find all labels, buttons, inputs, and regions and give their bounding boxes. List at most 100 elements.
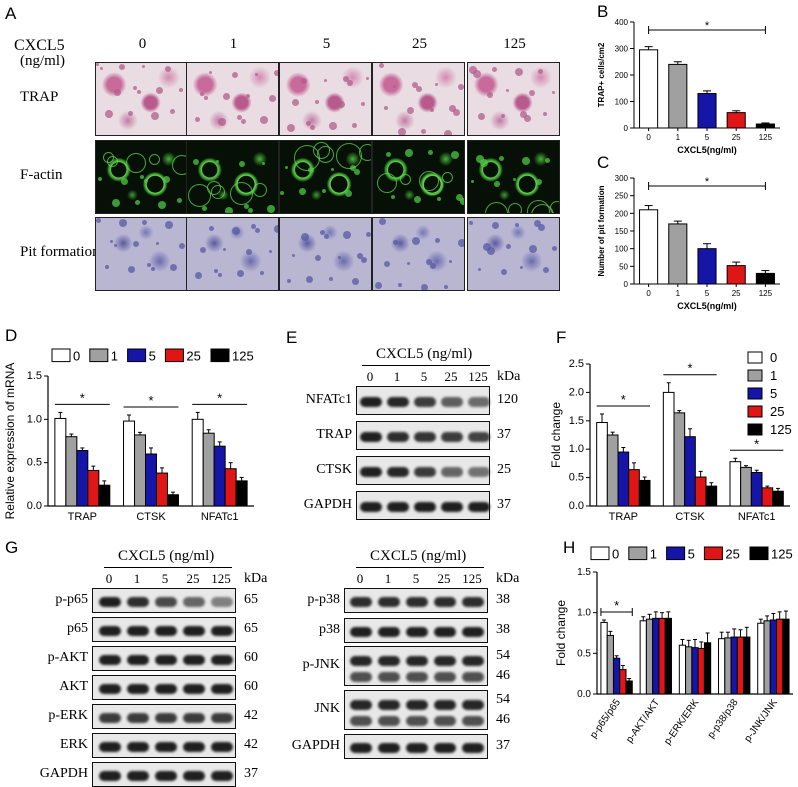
cell-speck: [165, 66, 171, 72]
cell-speck: [119, 219, 127, 227]
bar-25: [726, 112, 746, 129]
band: [387, 466, 409, 477]
x-tick-label: 5: [705, 133, 710, 142]
cell-speck: [366, 232, 371, 237]
bar-TRAP-0: [54, 417, 67, 507]
dose-value-1: 1: [229, 36, 238, 52]
band: [405, 626, 429, 637]
band: [405, 715, 429, 726]
cell-speck: [144, 179, 148, 183]
band: [461, 671, 485, 682]
cell-speck: [375, 282, 382, 289]
y-tick-label: 150: [615, 227, 629, 236]
cell-speck: [357, 253, 363, 259]
cell-speck: [506, 89, 509, 92]
kda-value: 46: [496, 668, 510, 683]
kda-value: 38: [496, 591, 510, 607]
cell-speck: [269, 250, 272, 253]
x-tick-label: 0: [646, 289, 651, 298]
x-tick-label: NFATc1: [738, 511, 776, 523]
bar-NFATc1-5: [750, 471, 763, 507]
cell-speck: [156, 87, 163, 94]
cell-speck: [520, 111, 527, 118]
band: [387, 431, 409, 442]
bar-NFATc1-25: [761, 487, 774, 507]
panel-label-c: C: [597, 153, 610, 172]
cell-speck: [158, 201, 166, 209]
band: [349, 596, 373, 607]
cell-speck: [361, 102, 365, 106]
y-tick-label: 0.5: [27, 457, 42, 469]
cell-speck: [320, 230, 325, 235]
kda-header: kDa: [496, 571, 520, 586]
bar-p-p38/p38-1: [724, 637, 732, 695]
cell-speck: [520, 266, 523, 269]
cell-speck: [384, 261, 390, 267]
lane-label-2: 5: [412, 571, 420, 586]
band: [461, 699, 485, 710]
micrograph-pit-1: [186, 217, 279, 291]
cell-speck: [105, 265, 109, 269]
x-axis-label: CXCL5(ng/ml): [677, 301, 737, 311]
panel-label-e: E: [286, 328, 298, 347]
blot-erk: [92, 733, 236, 758]
y-tick-label: 0.0: [577, 689, 591, 700]
micrograph-trap-2: [279, 62, 372, 136]
legend-label-0: 0: [612, 547, 619, 562]
cell-speck: [345, 190, 352, 197]
cell-speck: [177, 198, 182, 203]
dose-value-4: 125: [503, 36, 526, 52]
bar-TRAP-5: [76, 450, 89, 507]
cell-speck: [543, 267, 549, 273]
cell-speck: [147, 263, 151, 267]
bar-CTSK-1: [673, 412, 686, 507]
x-axis-label: CXCL5(ng/ml): [677, 145, 737, 155]
cell-speck: [522, 157, 530, 165]
bar-p-p38/p38-25: [736, 636, 745, 695]
band: [154, 683, 178, 694]
cell-speck: [552, 246, 557, 251]
row-label-0: TRAP: [20, 89, 59, 105]
band: [387, 501, 409, 512]
legend-label-5: 5: [770, 386, 777, 401]
lane-label-0: 0: [105, 571, 113, 586]
x-tick-label: 25: [732, 289, 741, 298]
cell-speck: [315, 255, 321, 261]
band: [126, 625, 150, 636]
sig-star: *: [217, 390, 222, 405]
cell-speck: [437, 197, 441, 201]
cell-speck: [239, 161, 245, 167]
bar-p-p65/p65-1: [606, 634, 614, 695]
cell-speck: [478, 268, 481, 271]
sig-star: *: [705, 176, 710, 188]
band: [461, 742, 485, 753]
lane-label-2: 5: [420, 369, 428, 384]
dose-unit: (ng/ml): [20, 53, 65, 69]
cell-speck: [430, 263, 436, 269]
band: [377, 671, 401, 682]
x-tick-label: p-AKT/AKT: [624, 697, 662, 745]
cell-speck: [140, 175, 144, 179]
bar-5: [697, 93, 717, 129]
cell-speck: [361, 257, 367, 263]
y-tick-label: 100: [615, 98, 629, 107]
bar-125: [755, 272, 775, 285]
legend-swatch-125: [210, 348, 230, 363]
cell-speck: [248, 208, 253, 213]
cell-speck: [267, 205, 275, 213]
band: [360, 431, 382, 442]
bar-p-ERK/ERK-125: [703, 642, 712, 695]
x-tick-label: CTSK: [136, 511, 166, 523]
band: [433, 655, 457, 666]
lane-label-2: 5: [161, 571, 169, 586]
cell-speck: [449, 260, 452, 263]
cell-speck: [214, 269, 218, 273]
band: [98, 625, 122, 636]
cell-speck: [338, 101, 345, 108]
cell-speck: [416, 86, 422, 92]
band: [182, 683, 206, 694]
y-tick-label: 200: [615, 209, 629, 218]
dose-value-2: 5: [322, 36, 331, 52]
cell-speck: [211, 185, 225, 199]
cell-speck: [128, 111, 133, 116]
